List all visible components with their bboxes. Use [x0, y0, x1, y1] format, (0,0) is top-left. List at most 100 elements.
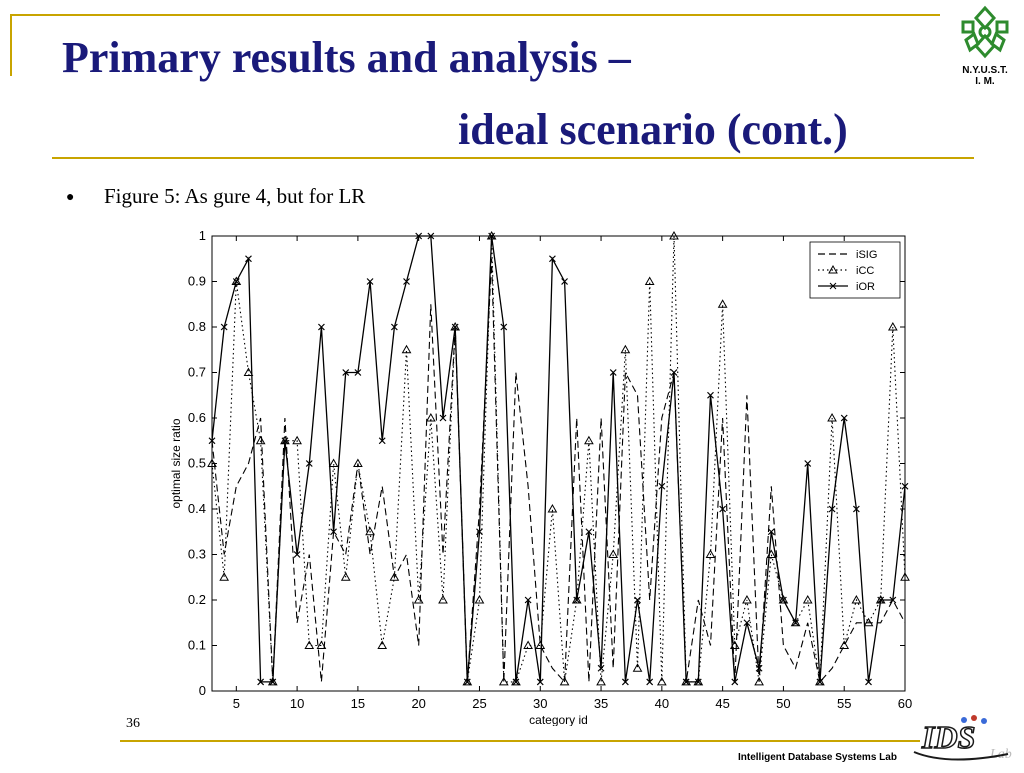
data-point-iCC — [802, 594, 813, 604]
chart: 5 10 15 20 25 30 35 40 45 50 55 60 0 0.1 0.2 0.3 0.4 0.5 0… — [169, 228, 912, 726]
data-point-iCC — [644, 276, 655, 285]
data-point-iOR — [524, 596, 532, 604]
data-point-iOR — [317, 323, 325, 331]
data-point-iCC — [498, 676, 509, 686]
data-point-iOR — [293, 551, 301, 558]
data-point-iCC — [474, 594, 485, 604]
x-tick-label: 25 — [472, 696, 486, 711]
x-tick-label: 20 — [411, 696, 425, 711]
data-point-iOR — [427, 232, 435, 240]
data-point-iOR — [245, 255, 252, 263]
data-point-iCC — [705, 549, 716, 558]
data-point-iOR — [646, 678, 654, 686]
data-point-iOR — [366, 278, 374, 285]
x-tick-label: 5 — [233, 696, 240, 711]
title-left-rule — [10, 14, 12, 76]
legend-marker-iOR — [829, 282, 837, 290]
x-tick-label: 40 — [655, 696, 669, 711]
legend-label-iSIG: iSIG — [856, 249, 877, 261]
data-point-iCC — [717, 299, 728, 308]
data-point-iOR — [792, 619, 800, 627]
data-point-iOR — [281, 437, 289, 445]
page-number: 36 — [126, 716, 140, 731]
data-point-iOR — [719, 505, 727, 513]
data-point-iCC — [401, 344, 412, 354]
footer-text: Intelligent Database Systems Lab — [738, 752, 897, 763]
series-layer — [207, 230, 910, 686]
title-bottom-rule — [52, 157, 974, 159]
data-point-iOR — [378, 437, 386, 445]
series-iSIG — [211, 258, 906, 684]
data-point-iCC — [669, 230, 679, 240]
data-point-iCC — [815, 676, 825, 686]
data-point-iCC — [754, 676, 764, 686]
y-tick-label: 0.3 — [188, 547, 206, 562]
data-point-iCC — [389, 572, 400, 581]
slide-title-line2: ideal scenario (cont.) — [458, 105, 848, 154]
data-point-iCC — [231, 276, 242, 285]
data-point-iOR — [354, 369, 362, 376]
data-point-iOR — [609, 369, 617, 376]
data-point-iOR — [415, 232, 423, 240]
data-point-iCC — [207, 458, 217, 467]
series-line-iSIG — [211, 258, 906, 684]
data-point-iCC — [559, 676, 570, 686]
data-point-iCC — [596, 676, 606, 686]
data-point-iOR — [548, 255, 556, 263]
data-point-iCC — [511, 676, 521, 686]
data-point-iOR — [573, 596, 581, 604]
data-point-iCC — [851, 594, 862, 604]
data-point-iCC — [255, 435, 266, 445]
y-tick-label: 0.5 — [188, 456, 206, 471]
data-point-iOR — [500, 323, 508, 331]
data-point-iCC — [863, 617, 874, 627]
y-tick-label: 0.2 — [188, 592, 206, 607]
data-point-iCC — [778, 594, 789, 604]
data-point-iOR — [901, 482, 909, 490]
data-point-iCC — [328, 458, 339, 467]
flower-logo-icon — [961, 5, 1009, 59]
legend-box — [809, 241, 901, 299]
data-point-iCC — [523, 640, 533, 649]
y-tick-label: 0.9 — [188, 274, 206, 289]
data-point-iOR — [658, 482, 666, 490]
data-point-iOR — [403, 278, 410, 285]
data-point-iCC — [377, 640, 388, 649]
data-point-iOR — [852, 505, 860, 513]
data-point-iOR — [476, 528, 483, 536]
axis-ticks: 5 10 15 20 25 30 35 40 45 50 55 60 0 0.1 0.2 0.3 0.4 0.5 0… — [188, 228, 912, 711]
data-point-iOR — [585, 528, 593, 536]
data-point-iOR — [488, 232, 496, 240]
data-point-iOR — [828, 505, 836, 513]
data-point-iCC — [316, 640, 327, 649]
data-point-iOR — [634, 596, 641, 604]
data-point-iOR — [621, 678, 629, 686]
data-point-iOR — [305, 460, 313, 467]
series-iCC — [207, 230, 910, 686]
data-point-iOR — [512, 678, 520, 686]
x-tick-label: 50 — [776, 696, 790, 711]
bullet-text: Figure 5: As gure 4, but for LR — [104, 184, 366, 208]
data-point-iOR — [743, 619, 751, 627]
y-tick-label: 1 — [199, 228, 206, 243]
data-point-iCC — [608, 549, 619, 558]
data-point-iOR — [731, 678, 739, 686]
data-point-iCC — [365, 526, 375, 536]
logo-text-line1: N.Y.U.S.T. — [962, 65, 1008, 76]
legend: iSIG iCC iOR — [809, 241, 901, 299]
data-point-iOR — [342, 369, 350, 376]
bullet-icon: ● — [66, 190, 75, 205]
data-point-iCC — [462, 676, 473, 686]
data-point-iCC — [742, 594, 752, 604]
data-point-iCC — [353, 458, 363, 467]
data-point-iOR — [889, 596, 897, 604]
data-point-iCC — [790, 617, 801, 627]
y-tick-label: 0.1 — [188, 638, 206, 653]
data-point-iOR — [208, 437, 216, 445]
title-top-rule — [10, 14, 940, 16]
y-tick-label: 0.8 — [188, 319, 206, 334]
x-tick-label: 35 — [594, 696, 608, 711]
data-point-iOR — [767, 528, 775, 536]
x-tick-label: 55 — [837, 696, 851, 711]
x-tick-label: 30 — [533, 696, 547, 711]
